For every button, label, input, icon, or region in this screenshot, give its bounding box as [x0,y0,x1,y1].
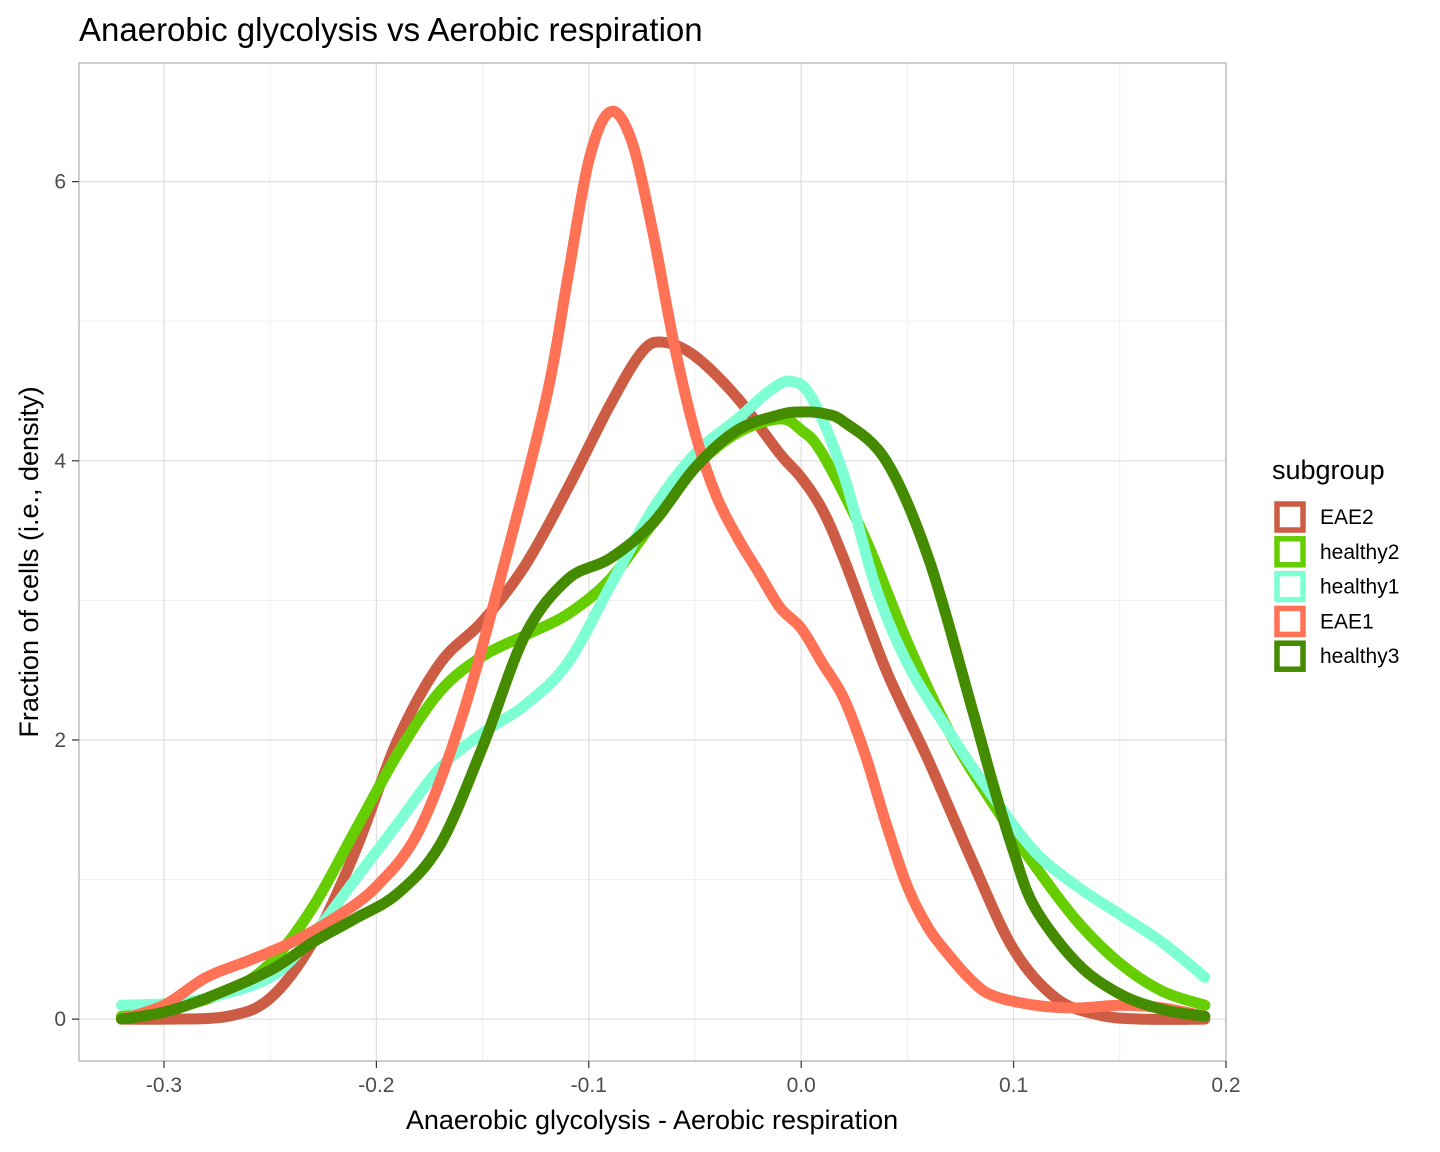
x-axis: -0.3 -0.2 -0.1 0.0 0.1 0.2 [146,1061,1241,1097]
y-tick-label: 4 [54,450,66,473]
y-tick-label: 6 [54,171,66,194]
chart-title: Anaerobic glycolysis vs Aerobic respirat… [79,11,703,48]
y-axis: 0 2 4 6 [54,171,79,1031]
x-axis-title: Anaerobic glycolysis - Aerobic respirati… [406,1105,898,1135]
legend: subgroup EAE2 healthy2 healthy1 EAE1 healthy… [1272,455,1399,672]
legend-label-EAE1: EAE1 [1320,610,1374,633]
x-tick-label: 0.0 [787,1074,816,1097]
legend-title: subgroup [1272,455,1385,485]
legend-key-healthy3 [1274,640,1306,672]
y-tick-label: 2 [54,729,66,752]
legend-label-healthy2: healthy2 [1320,541,1399,564]
x-tick-label: -0.2 [358,1074,394,1097]
legend-key-healthy2 [1274,536,1306,568]
series-line-healthy3 [116,406,1211,1025]
legend-label-healthy1: healthy1 [1320,576,1399,599]
series-line-EAE1 [116,105,1211,1025]
legend-key-healthy1 [1274,570,1306,603]
x-tick-label: -0.1 [571,1074,607,1097]
grid-minor [79,63,1226,1061]
x-tick-label: -0.3 [146,1074,182,1097]
legend-key-EAE1 [1274,605,1306,638]
y-tick-label: 0 [54,1008,66,1031]
legend-key-EAE2 [1274,501,1306,533]
y-axis-title: Fraction of cells (i.e., density) [14,386,44,737]
x-tick-label: 0.2 [1211,1074,1240,1097]
legend-label-healthy3: healthy3 [1320,645,1399,668]
plot-panel-border [78,62,1227,1062]
legend-label-EAE2: EAE2 [1320,506,1374,529]
x-tick-label: 0.1 [999,1074,1028,1097]
series-layer [116,105,1211,1025]
